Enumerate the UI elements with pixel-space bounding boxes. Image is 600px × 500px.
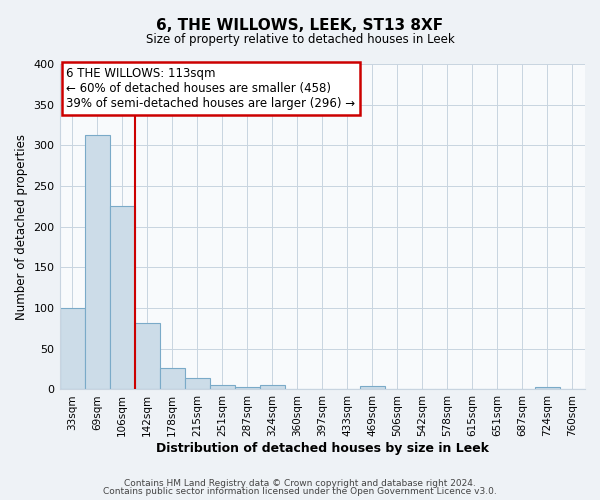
Bar [59, 308, 85, 390]
Text: Contains public sector information licensed under the Open Government Licence v3: Contains public sector information licen… [103, 487, 497, 496]
Bar [85, 135, 110, 390]
Bar [110, 206, 134, 390]
Bar [235, 387, 260, 390]
Bar [160, 368, 185, 390]
Bar [134, 322, 160, 390]
Bar [209, 386, 235, 390]
Text: Size of property relative to detached houses in Leek: Size of property relative to detached ho… [146, 32, 454, 46]
Bar [360, 386, 385, 390]
Text: 6, THE WILLOWS, LEEK, ST13 8XF: 6, THE WILLOWS, LEEK, ST13 8XF [157, 18, 443, 32]
Bar [185, 378, 209, 390]
X-axis label: Distribution of detached houses by size in Leek: Distribution of detached houses by size … [156, 442, 489, 455]
Bar [260, 386, 285, 390]
Text: 6 THE WILLOWS: 113sqm
← 60% of detached houses are smaller (458)
39% of semi-det: 6 THE WILLOWS: 113sqm ← 60% of detached … [67, 67, 356, 110]
Bar [535, 387, 560, 390]
Text: Contains HM Land Registry data © Crown copyright and database right 2024.: Contains HM Land Registry data © Crown c… [124, 478, 476, 488]
Y-axis label: Number of detached properties: Number of detached properties [15, 134, 28, 320]
